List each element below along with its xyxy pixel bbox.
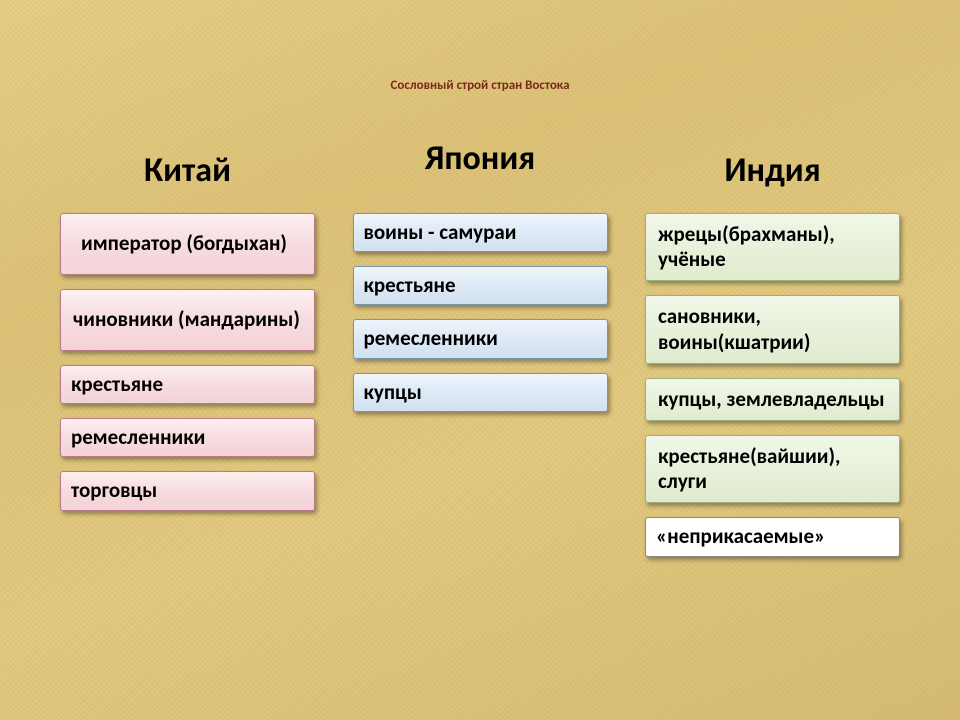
- japan-item-4: купцы: [353, 373, 608, 412]
- india-item-4: крестьяне(вайшии), слуги: [645, 435, 900, 503]
- column-header-india: Индия: [645, 150, 900, 191]
- columns-container: Китай император (богдыхан) чиновники (ма…: [60, 150, 900, 571]
- column-header-china: Китай: [60, 150, 315, 191]
- japan-item-1: воины - самураи: [353, 213, 608, 252]
- china-item-1: император (богдыхан): [60, 213, 315, 275]
- china-item-4: ремесленники: [60, 418, 315, 457]
- china-item-5: торговцы: [60, 471, 315, 510]
- india-item-1: жрецы(брахманы), учёные: [645, 213, 900, 281]
- india-item-2: сановники, воины(кшатрии): [645, 295, 900, 363]
- slide: Сословный строй стран Востока Китай импе…: [0, 0, 960, 720]
- japan-item-2: крестьяне: [353, 266, 608, 305]
- column-header-japan: Япония: [353, 138, 608, 179]
- india-item-3: купцы, землевладельцы: [645, 378, 900, 421]
- column-china: Китай император (богдыхан) чиновники (ма…: [60, 150, 315, 571]
- china-item-3: крестьяне: [60, 365, 315, 404]
- japan-item-3: ремесленники: [353, 319, 608, 358]
- slide-title: Сословный строй стран Востока: [0, 78, 960, 93]
- india-item-5: «неприкасаемые»: [645, 517, 900, 556]
- column-india: Индия жрецы(брахманы), учёные сановники,…: [645, 150, 900, 571]
- column-japan: Япония воины - самураи крестьяне ремесле…: [353, 150, 608, 571]
- china-item-2: чиновники (мандарины): [60, 289, 315, 351]
